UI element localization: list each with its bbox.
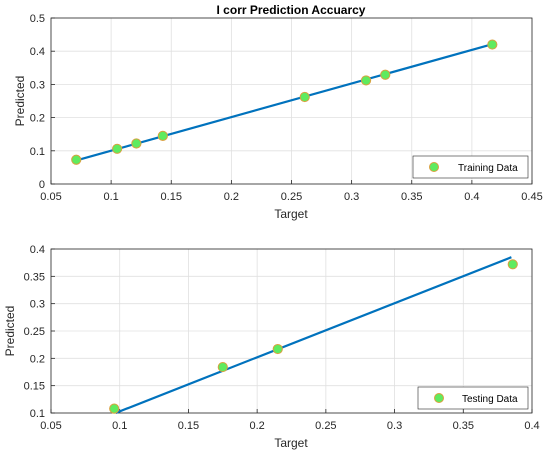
x-tick-label: 0.1 [103,191,118,203]
top-legend: Training Data [412,155,529,179]
y-tick-label: 0.15 [24,381,45,393]
x-tick-label: 0.45 [521,191,542,203]
data-point [112,143,123,154]
data-point [157,130,168,141]
x-tick-label: 0.25 [315,420,336,432]
bottom-plot: 0.05 0.1 0.15 0.2 0.25 0.3 0.35 0.4 0.10.150.20… [3,244,540,450]
x-tick-label: 0.4 [524,420,539,432]
y-tick-label: 0.35 [24,271,45,283]
data-point [131,138,142,149]
top-y-axis-label: Predicted [13,76,27,127]
x-tick-label: 0.2 [224,191,239,203]
y-tick-label: 0.3 [30,79,45,91]
top-plot-title: I corr Prediction Accuarcy [217,3,366,17]
bottom-legend-box [417,386,529,410]
x-tick-label: 0.2 [249,420,264,432]
top-y-ticks: 0 0.1 0.2 0.3 0.4 0.5 [30,13,55,191]
x-tick-label: 0.15 [178,420,199,432]
data-point [272,343,283,355]
y-tick-label: 0.3 [30,299,45,311]
x-tick-label: 0.4 [464,191,479,203]
y-tick-label: 0.4 [30,46,45,58]
y-tick-label: 0.1 [30,146,45,158]
data-point [217,361,228,373]
data-point [360,75,372,86]
bottom-plot-frame [50,248,533,414]
y-tick-label: 0.5 [30,13,45,25]
x-tick-label: 0.35 [453,420,474,432]
bottom-legend: Testing Data [417,386,529,410]
top-legend-label: Training Data [458,163,518,174]
top-x-ticks: 0.05 0.1 0.15 0.2 0.25 0.3 0.35 0.4 0.45 [40,180,543,203]
top-data-points [71,39,498,165]
y-tick-label: 0 [39,179,45,191]
data-point [507,259,518,270]
data-point [487,39,498,50]
y-tick-label: 0.25 [24,326,45,338]
bottom-y-axis-label: Predicted [3,306,17,357]
x-tick-label: 0.35 [401,191,422,203]
bottom-legend-marker [434,393,444,403]
data-point [71,154,82,165]
bottom-x-axis-label: Target [274,436,308,450]
top-legend-marker [429,162,439,172]
bottom-data-points [109,259,518,414]
top-plot: I corr Prediction Accuarcy 0.05 0.1 0.15 0.… [13,3,543,221]
x-tick-label: 0.25 [281,191,302,203]
y-tick-label: 0.2 [30,113,45,125]
x-tick-label: 0.15 [161,191,182,203]
top-x-axis-label: Target [274,207,308,221]
x-tick-label: 0.3 [344,191,359,203]
bottom-y-ticks: 0.1 0.15 0.2 0.25 0.3 0.35 0.4 [24,244,55,420]
bottom-legend-label: Testing Data [462,394,518,405]
x-tick-label: 0.1 [112,420,127,432]
x-tick-label: 0.05 [40,191,61,203]
y-tick-label: 0.4 [30,244,45,256]
data-point [299,91,310,103]
data-point [109,403,120,414]
top-plot-frame [50,17,533,185]
top-fit-line [75,43,493,162]
y-tick-label: 0.2 [30,353,45,365]
x-tick-label: 0.05 [40,420,61,432]
top-legend-box [412,155,529,179]
y-tick-label: 0.1 [30,408,45,420]
data-point [380,69,391,80]
x-tick-label: 0.3 [387,420,402,432]
bottom-fit-line [115,256,512,415]
